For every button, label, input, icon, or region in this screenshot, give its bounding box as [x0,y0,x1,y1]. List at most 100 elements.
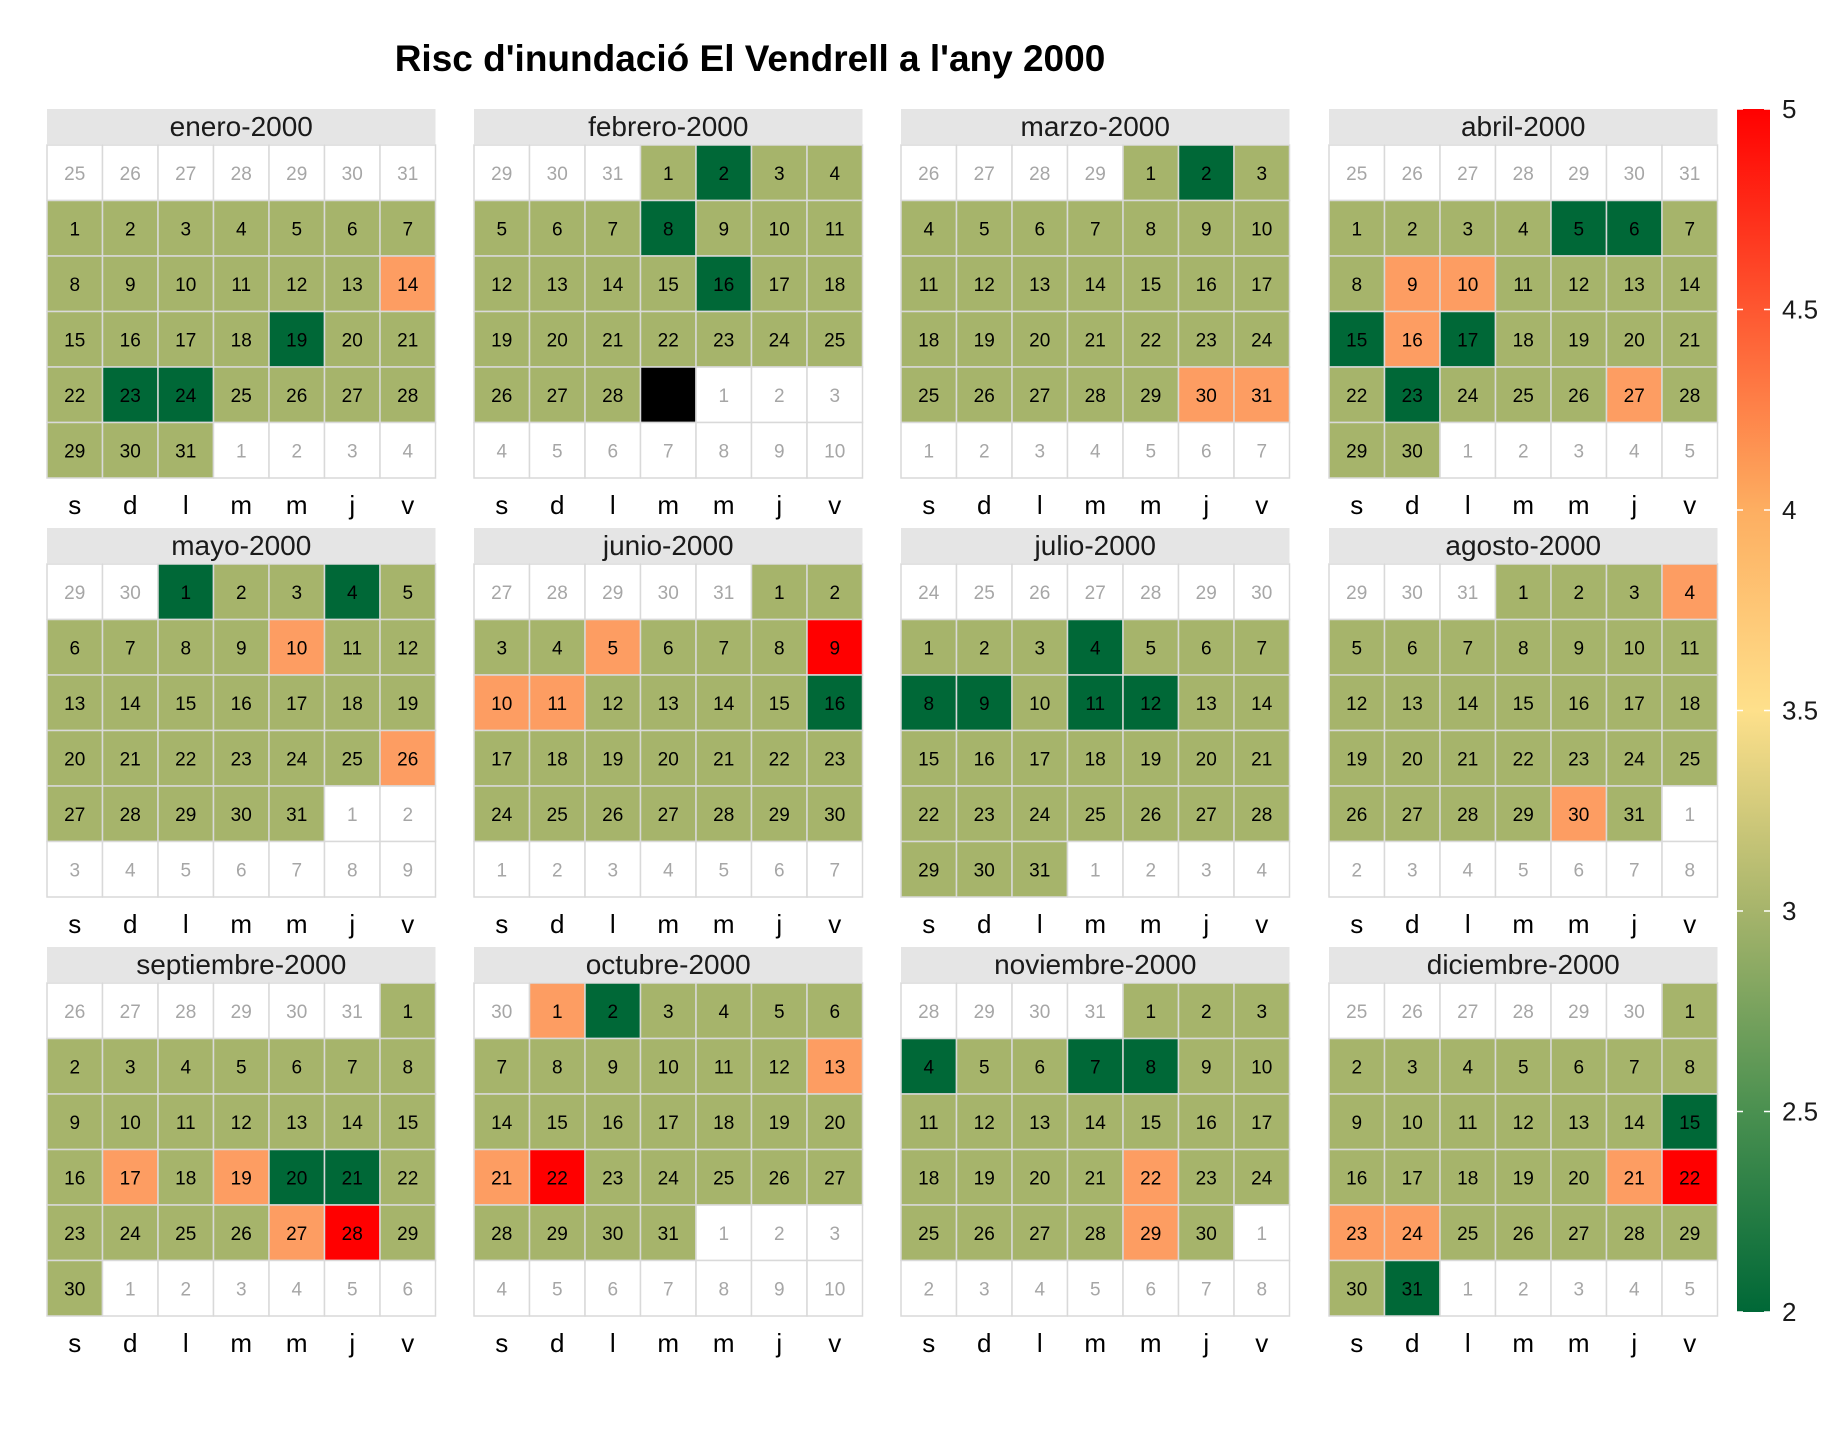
day-label: 29 [974,1002,995,1023]
day-cell [1661,729,1719,787]
day-label: 10 [286,638,307,659]
outside-day-cell [1383,840,1441,898]
day-cell [323,1093,381,1151]
outside-day-cell [323,1259,381,1317]
weekday-label: s [922,1328,935,1358]
day-label: 29 [1085,164,1106,185]
colorbar-tick-label: 4.5 [1782,295,1818,325]
day-label: 6 [236,860,247,881]
day-cell [1383,1204,1441,1262]
weekday-label: m [286,1328,308,1358]
weekday-label: m [713,909,735,939]
day-label: 16 [231,694,252,715]
day-cell [528,255,586,313]
day-cell [1439,618,1497,676]
day-cell [1328,199,1386,257]
day-label: 6 [291,1057,302,1078]
day-label: 27 [175,164,196,185]
day-label: 2 [1518,441,1529,462]
day-label: 30 [1029,1002,1050,1023]
day-label: 17 [1624,694,1645,715]
day-label: 1 [1518,583,1529,604]
day-cell [1066,674,1124,732]
day-label: 3 [1407,1057,1418,1078]
day-label: 11 [1085,694,1105,715]
day-label: 15 [1346,330,1367,351]
outside-day-cell [268,982,326,1040]
day-label: 17 [120,1168,141,1189]
day-cell [323,563,381,621]
day-label: 27 [1402,805,1423,826]
panel-title: enero-2000 [170,111,313,142]
day-label: 4 [496,441,507,462]
day-cell [1122,1093,1180,1151]
weekday-label: m [1140,490,1162,520]
day-label: 1 [923,638,934,659]
day-label: 23 [64,1224,85,1245]
day-cell [639,199,697,257]
day-label: 10 [1029,694,1050,715]
day-label: 10 [824,441,845,462]
day-label: 17 [1251,1113,1272,1134]
colorbar-tick-label: 5 [1782,94,1796,124]
day-label: 2 [1518,1279,1529,1300]
day-cell [1605,1148,1663,1206]
day-label: 29 [1140,1224,1161,1245]
day-label: 11 [919,275,939,296]
day-label: 17 [769,275,790,296]
day-label: 10 [1457,275,1478,296]
weekday-label: m [286,490,308,520]
day-label: 2 [718,164,729,185]
day-cell [1605,618,1663,676]
day-cell [101,310,159,368]
day-cell [806,785,864,843]
day-label: 14 [397,275,419,296]
weekday-label: l [183,909,189,939]
day-cell [900,674,958,732]
day-label: 9 [125,275,136,296]
weekday-label: s [1350,909,1363,939]
day-label: 28 [1140,583,1161,604]
day-cell [101,1204,159,1262]
day-label: 15 [1140,275,1161,296]
day-cell [1233,199,1291,257]
day-cell [639,144,697,202]
day-label: 28 [120,805,141,826]
outside-day-cell [1605,982,1663,1040]
day-cell [1494,1204,1552,1262]
day-label: 4 [291,1279,302,1300]
day-label: 2 [552,860,563,881]
outside-day-cell [1233,563,1291,621]
day-label: 22 [658,330,679,351]
day-cell [1122,982,1180,1040]
day-label: 4 [347,583,358,604]
outside-day-cell [379,1259,437,1317]
day-label: 5 [1518,1057,1529,1078]
day-label: 2 [979,441,990,462]
day-label: 12 [286,275,307,296]
day-label: 6 [402,1279,413,1300]
outside-day-cell [806,421,864,479]
day-label: 30 [491,1002,512,1023]
day-cell [1550,674,1608,732]
day-cell [268,1204,326,1262]
day-cell [323,199,381,257]
day-cell [528,366,586,424]
day-label: 5 [291,219,302,240]
outside-day-cell [1122,563,1180,621]
weekday-label: d [123,490,137,520]
day-cell [900,1093,958,1151]
day-label: 16 [713,275,734,296]
day-cell [584,1148,642,1206]
day-label: 26 [231,1224,252,1245]
day-label: 22 [175,749,196,770]
day-cell [1661,1148,1719,1206]
weekday-label: v [828,490,841,520]
day-cell [806,729,864,787]
day-label: 29 [64,583,85,604]
weekday-label: m [657,1328,679,1358]
day-cell [1233,729,1291,787]
day-cell [1066,310,1124,368]
day-label: 17 [1029,749,1050,770]
